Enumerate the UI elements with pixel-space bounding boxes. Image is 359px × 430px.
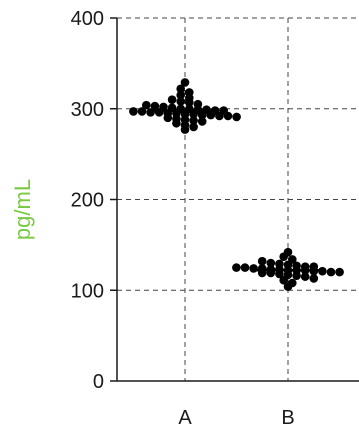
y-tick-label: 200 [71, 190, 104, 212]
data-point [197, 117, 207, 126]
data-point [167, 95, 177, 104]
data-point [129, 107, 138, 116]
y-tick-label: 100 [71, 280, 104, 302]
data-point [266, 258, 276, 268]
data-point [249, 264, 258, 273]
data-point [206, 110, 216, 120]
data-point [189, 109, 198, 119]
data-point [176, 97, 185, 106]
points-layer [129, 78, 344, 291]
data-point [292, 271, 301, 281]
y-tick-label: 300 [71, 99, 104, 121]
y-axis-label: pg/mL [10, 179, 35, 240]
x-tick-label: A [178, 407, 192, 429]
data-point [172, 118, 181, 128]
data-point [150, 101, 160, 111]
data-point [232, 263, 241, 272]
data-point [232, 112, 241, 122]
data-point [197, 110, 207, 120]
data-point [326, 267, 336, 277]
y-tick-label: 0 [93, 371, 104, 393]
data-point [142, 100, 151, 110]
data-point [215, 111, 224, 121]
data-point [257, 256, 267, 266]
data-point [279, 275, 289, 285]
data-point [137, 107, 147, 116]
data-point [185, 98, 194, 107]
data-point [189, 122, 198, 132]
data-point [176, 90, 185, 100]
data-point [318, 266, 327, 276]
data-point [279, 252, 289, 261]
data-point [283, 282, 293, 291]
axis-layer: 0 100 200 300 400 A B [71, 8, 359, 429]
data-point [335, 267, 344, 277]
data-point [189, 116, 198, 125]
data-point [275, 269, 284, 279]
y-tick-label: 400 [71, 8, 104, 30]
data-point [176, 84, 185, 94]
data-point [240, 263, 250, 272]
data-point [180, 78, 190, 87]
x-tick-label: B [281, 407, 294, 429]
data-point [146, 108, 155, 117]
label-layer: pg/mL [10, 179, 35, 240]
data-point [163, 113, 173, 123]
data-point [309, 274, 319, 283]
grid-layer [117, 17, 359, 381]
data-point [223, 111, 233, 121]
data-point [300, 272, 310, 281]
data-point [180, 125, 190, 134]
